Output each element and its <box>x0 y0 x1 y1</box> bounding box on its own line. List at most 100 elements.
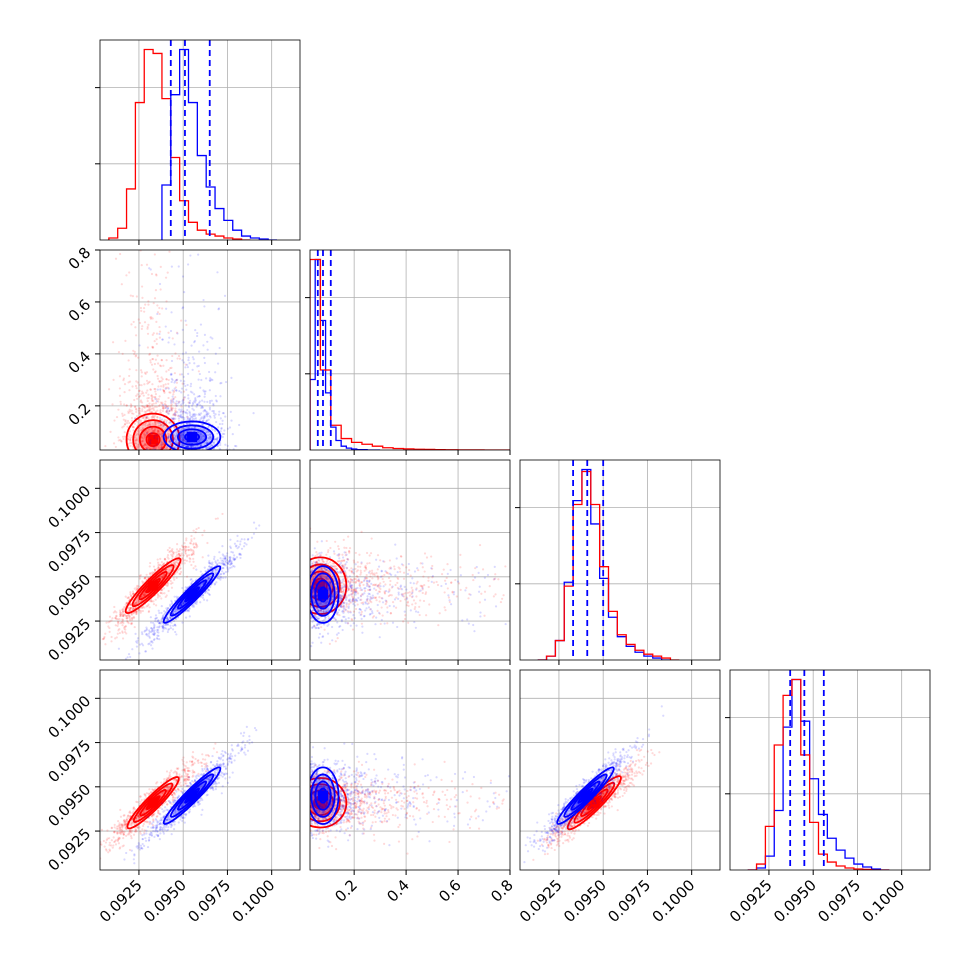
scatter-point <box>156 430 160 433</box>
scatter-point <box>117 629 120 632</box>
scatter-point <box>183 416 186 420</box>
scatter-point <box>130 613 133 616</box>
scatter-point <box>342 579 345 582</box>
scatter-point <box>198 400 201 403</box>
scatter-point <box>402 592 405 596</box>
scatter-point <box>158 332 161 336</box>
scatter-point <box>255 527 258 530</box>
scatter-point <box>169 616 172 620</box>
scatter-point <box>147 632 151 635</box>
scatter-point <box>160 576 164 579</box>
scatter-point <box>427 579 430 582</box>
scatter-point <box>188 422 191 425</box>
scatter-point <box>469 593 472 596</box>
scatter-point <box>156 637 159 641</box>
scatter-point <box>210 443 213 446</box>
scatter-point <box>167 230 169 232</box>
scatter-point <box>182 559 185 562</box>
scatter-point <box>359 565 362 568</box>
scatter-point <box>594 600 596 602</box>
scatter-point <box>224 380 228 384</box>
scatter-point <box>501 597 504 600</box>
scatter-point <box>187 359 190 362</box>
scatter-point <box>164 383 167 386</box>
scatter-point <box>162 425 165 428</box>
scatter-point <box>137 409 140 412</box>
scatter-point <box>151 383 154 386</box>
scatter-point <box>114 616 117 620</box>
scatter-point <box>135 640 138 643</box>
scatter-point <box>174 434 177 437</box>
scatter-point <box>176 609 179 612</box>
scatter-point <box>157 628 160 632</box>
scatter-point <box>142 593 145 596</box>
scatter-point <box>148 406 151 409</box>
scatter-point <box>366 602 369 606</box>
scatter-point <box>342 565 345 568</box>
scatter-point <box>343 596 346 599</box>
scatter-point <box>182 438 185 442</box>
scatter-point <box>128 441 131 444</box>
scatter-point <box>191 446 194 449</box>
scatter-point <box>176 553 179 557</box>
scatter-point <box>385 601 388 604</box>
scatter-point <box>328 581 331 585</box>
scatter-point <box>131 137 133 139</box>
scatter-point <box>247 537 250 541</box>
scatter-point <box>137 430 140 433</box>
scatter-point <box>399 587 402 590</box>
scatter-point <box>178 400 181 403</box>
scatter-point <box>183 541 186 545</box>
scatter-point <box>149 439 152 442</box>
scatter-point <box>158 595 161 598</box>
scatter-point <box>486 573 490 577</box>
scatter-point <box>333 564 336 568</box>
scatter-point <box>161 592 164 595</box>
scatter-point <box>203 356 206 359</box>
scatter-point <box>131 426 135 429</box>
scatter-point <box>378 586 381 589</box>
scatter-point <box>156 415 159 419</box>
scatter-point <box>162 407 165 410</box>
scatter-point <box>222 563 226 566</box>
scatter-point <box>339 605 342 608</box>
scatter-point <box>168 409 171 412</box>
scatter-point <box>175 446 178 450</box>
scatter-point <box>440 573 444 576</box>
scatter-point <box>213 583 216 586</box>
scatter-point <box>339 597 342 600</box>
scatter-point <box>119 403 122 406</box>
scatter-point <box>152 407 155 410</box>
scatter-point <box>360 601 363 605</box>
scatter-point <box>229 556 232 559</box>
scatter-point <box>242 545 246 548</box>
scatter-point <box>338 559 342 563</box>
scatter-point <box>193 362 196 365</box>
scatter-point <box>202 598 206 601</box>
scatter-point <box>198 395 201 398</box>
scatter-point <box>231 433 234 436</box>
scatter-point <box>143 443 146 447</box>
scatter-point <box>209 566 213 569</box>
scatter-point <box>168 440 171 444</box>
scatter-point <box>154 617 157 621</box>
scatter-point <box>139 399 143 402</box>
scatter-point <box>444 582 447 585</box>
scatter-point <box>151 399 154 403</box>
scatter-point <box>402 577 406 580</box>
scatter-point <box>399 599 402 603</box>
scatter-point <box>131 425 134 429</box>
scatter-point <box>226 552 229 555</box>
scatter-point <box>224 576 227 579</box>
scatter-point <box>151 358 155 361</box>
scatter-point <box>154 358 158 361</box>
scatter-point <box>165 568 168 571</box>
scatter-point <box>190 553 193 557</box>
scatter-point <box>369 552 373 555</box>
scatter-point <box>126 617 129 620</box>
scatter-point <box>143 593 146 597</box>
scatter-point <box>182 437 185 440</box>
scatter-point <box>375 572 378 575</box>
scatter-point <box>340 571 343 574</box>
scatter-point <box>233 558 236 562</box>
